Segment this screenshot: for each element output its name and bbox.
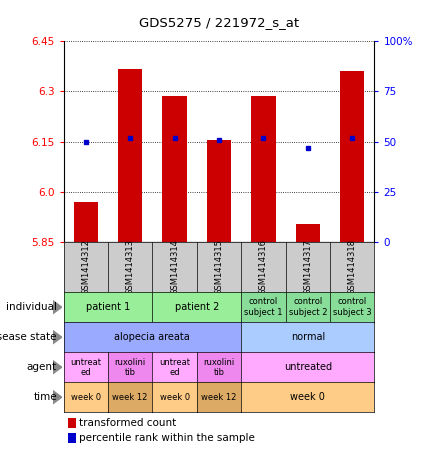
- Text: untreat
ed: untreat ed: [159, 357, 190, 377]
- Text: control
subject 1: control subject 1: [244, 298, 283, 317]
- Text: individual: individual: [6, 302, 57, 312]
- Text: week 12: week 12: [201, 393, 237, 402]
- Text: week 0: week 0: [290, 392, 325, 402]
- Bar: [251, 96, 276, 242]
- Bar: [296, 224, 320, 242]
- Text: normal: normal: [291, 332, 325, 342]
- Text: GSM1414314: GSM1414314: [170, 239, 179, 295]
- Text: transformed count: transformed count: [79, 418, 177, 428]
- Text: GSM1414315: GSM1414315: [215, 239, 223, 295]
- Bar: [207, 140, 231, 242]
- Text: agent: agent: [27, 362, 57, 372]
- Text: week 0: week 0: [159, 393, 190, 402]
- Text: GSM1414312: GSM1414312: [81, 239, 90, 295]
- Text: ruxolini
tib: ruxolini tib: [203, 357, 235, 377]
- Text: control
subject 2: control subject 2: [289, 298, 327, 317]
- Polygon shape: [53, 390, 62, 404]
- Text: patient 2: patient 2: [175, 302, 219, 312]
- Text: alopecia areata: alopecia areata: [114, 332, 190, 342]
- Text: GSM1414316: GSM1414316: [259, 239, 268, 295]
- Text: week 0: week 0: [71, 393, 101, 402]
- Polygon shape: [53, 330, 62, 344]
- Bar: [74, 202, 98, 242]
- Text: GSM1414313: GSM1414313: [126, 239, 134, 295]
- Text: ruxolini
tib: ruxolini tib: [114, 357, 146, 377]
- Text: GDS5275 / 221972_s_at: GDS5275 / 221972_s_at: [139, 16, 299, 29]
- Bar: [340, 71, 364, 242]
- Text: GSM1414318: GSM1414318: [348, 239, 357, 295]
- Text: untreated: untreated: [284, 362, 332, 372]
- Bar: [162, 96, 187, 242]
- Polygon shape: [53, 361, 62, 374]
- Text: time: time: [33, 392, 57, 402]
- Polygon shape: [53, 300, 62, 314]
- Text: untreat
ed: untreat ed: [70, 357, 101, 377]
- Text: control
subject 3: control subject 3: [333, 298, 371, 317]
- Text: week 12: week 12: [113, 393, 148, 402]
- Text: disease state: disease state: [0, 332, 57, 342]
- Bar: [118, 69, 142, 242]
- Text: percentile rank within the sample: percentile rank within the sample: [79, 433, 255, 443]
- Text: patient 1: patient 1: [86, 302, 130, 312]
- Text: GSM1414317: GSM1414317: [304, 239, 312, 295]
